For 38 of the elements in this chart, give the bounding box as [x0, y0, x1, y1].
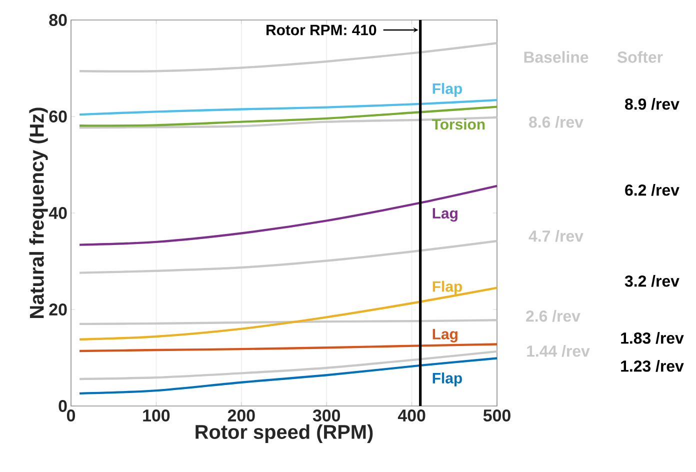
- series-label: Flap: [432, 372, 462, 386]
- x-axis-title: Rotor speed (RPM): [196, 424, 373, 443]
- y-axis-title: Natural frequency (Hz): [29, 108, 48, 318]
- line-series: [78, 116, 498, 129]
- line-series: [78, 42, 498, 72]
- series-label: Flap: [432, 82, 462, 97]
- x-tick-label: 100: [143, 410, 170, 422]
- text: 1.23 /rev: [621, 360, 684, 372]
- text: 8.6 /rev: [529, 116, 584, 128]
- series-label: Lag: [432, 328, 458, 342]
- series-label: Lag: [432, 208, 458, 222]
- line-series: [78, 184, 498, 246]
- series-label: Flap: [432, 280, 462, 295]
- x-tick-label: 400: [398, 410, 426, 422]
- x-tick-label: 500: [483, 410, 510, 422]
- line-series: [78, 357, 498, 395]
- y-tick-label: 20: [49, 303, 67, 316]
- ref-line-label: Rotor RPM: 410: [266, 24, 376, 36]
- text: 3.2 /rev: [624, 275, 680, 287]
- text: 1.83 /rev: [621, 332, 684, 344]
- x-tick-label: 200: [228, 410, 255, 422]
- text: Baseline: [524, 51, 588, 63]
- y-tick-label: 60: [49, 110, 67, 122]
- y-tick-label: 40: [48, 206, 67, 219]
- text: 6.2 /rev: [625, 184, 680, 196]
- y-tick-label: 80: [49, 14, 67, 26]
- series-label: Torsion: [432, 118, 485, 130]
- text: Softer: [617, 51, 663, 63]
- text: 2.6 /rev: [526, 310, 580, 322]
- line-series: [78, 98, 498, 116]
- x-tick-label: 0: [66, 410, 76, 422]
- text: 4.7 /rev: [528, 230, 584, 242]
- x-tick-label: 300: [312, 410, 340, 422]
- text: 1.44 /rev: [527, 345, 590, 357]
- line-series: [78, 343, 498, 352]
- line-series: [78, 240, 498, 274]
- text: 8.9 /rev: [625, 98, 680, 110]
- y-tick-label: 0: [58, 400, 67, 412]
